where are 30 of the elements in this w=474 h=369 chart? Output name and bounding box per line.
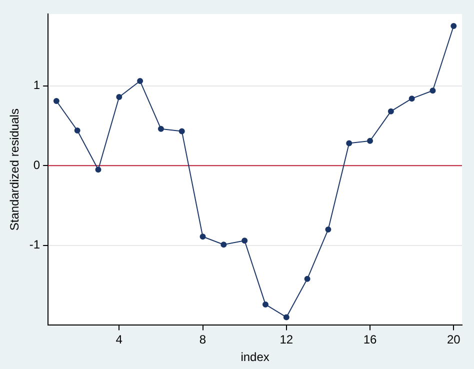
point <box>388 108 394 114</box>
point <box>304 276 310 282</box>
point <box>325 226 332 232</box>
point <box>74 128 80 134</box>
point <box>430 88 436 94</box>
point <box>346 140 352 146</box>
x-tick-label: 12 <box>280 332 294 347</box>
point <box>137 78 144 84</box>
point <box>242 238 248 244</box>
point <box>178 128 185 134</box>
x-tick-label: 4 <box>116 332 123 347</box>
x-axis-title: index <box>240 350 270 364</box>
point <box>116 94 122 100</box>
point <box>367 138 374 144</box>
point <box>95 166 102 173</box>
y-tick-label: -1 <box>29 238 40 252</box>
point <box>53 98 60 104</box>
point <box>450 22 457 29</box>
point <box>158 126 164 132</box>
point <box>220 242 227 248</box>
y-tick-label: 0 <box>33 158 40 172</box>
x-tick-label: 8 <box>199 332 206 347</box>
point <box>283 314 290 320</box>
y-tick-label: 1 <box>33 78 40 92</box>
y-axis-title: Standardized residuals <box>8 108 22 231</box>
point <box>262 301 268 308</box>
x-tick-label: 20 <box>446 332 461 347</box>
point <box>200 234 206 240</box>
x-tick-label: 16 <box>363 332 378 347</box>
point <box>408 96 415 102</box>
